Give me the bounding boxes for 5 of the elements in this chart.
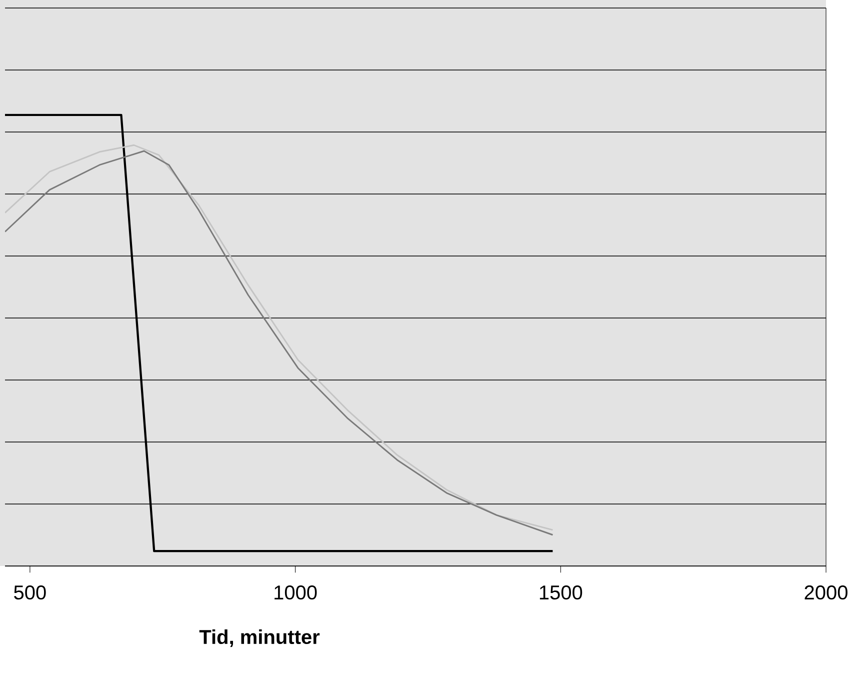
x-tick-label: 1500	[540, 585, 582, 600]
x-tick-label: 1000	[274, 585, 317, 600]
x-axis-title: Tid, minutter	[199, 629, 320, 647]
x-tick-label: 2000	[804, 585, 848, 600]
x-tick-label: 500	[14, 585, 46, 600]
